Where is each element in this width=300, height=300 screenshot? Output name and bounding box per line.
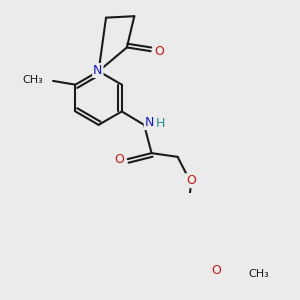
Text: CH₃: CH₃ xyxy=(248,269,269,279)
Text: H: H xyxy=(156,117,165,130)
Text: O: O xyxy=(212,264,221,277)
Text: O: O xyxy=(186,174,196,187)
Text: N: N xyxy=(93,64,103,77)
Text: N: N xyxy=(145,116,154,129)
Text: O: O xyxy=(114,153,124,166)
Text: CH₃: CH₃ xyxy=(22,75,43,85)
Text: O: O xyxy=(155,45,165,58)
